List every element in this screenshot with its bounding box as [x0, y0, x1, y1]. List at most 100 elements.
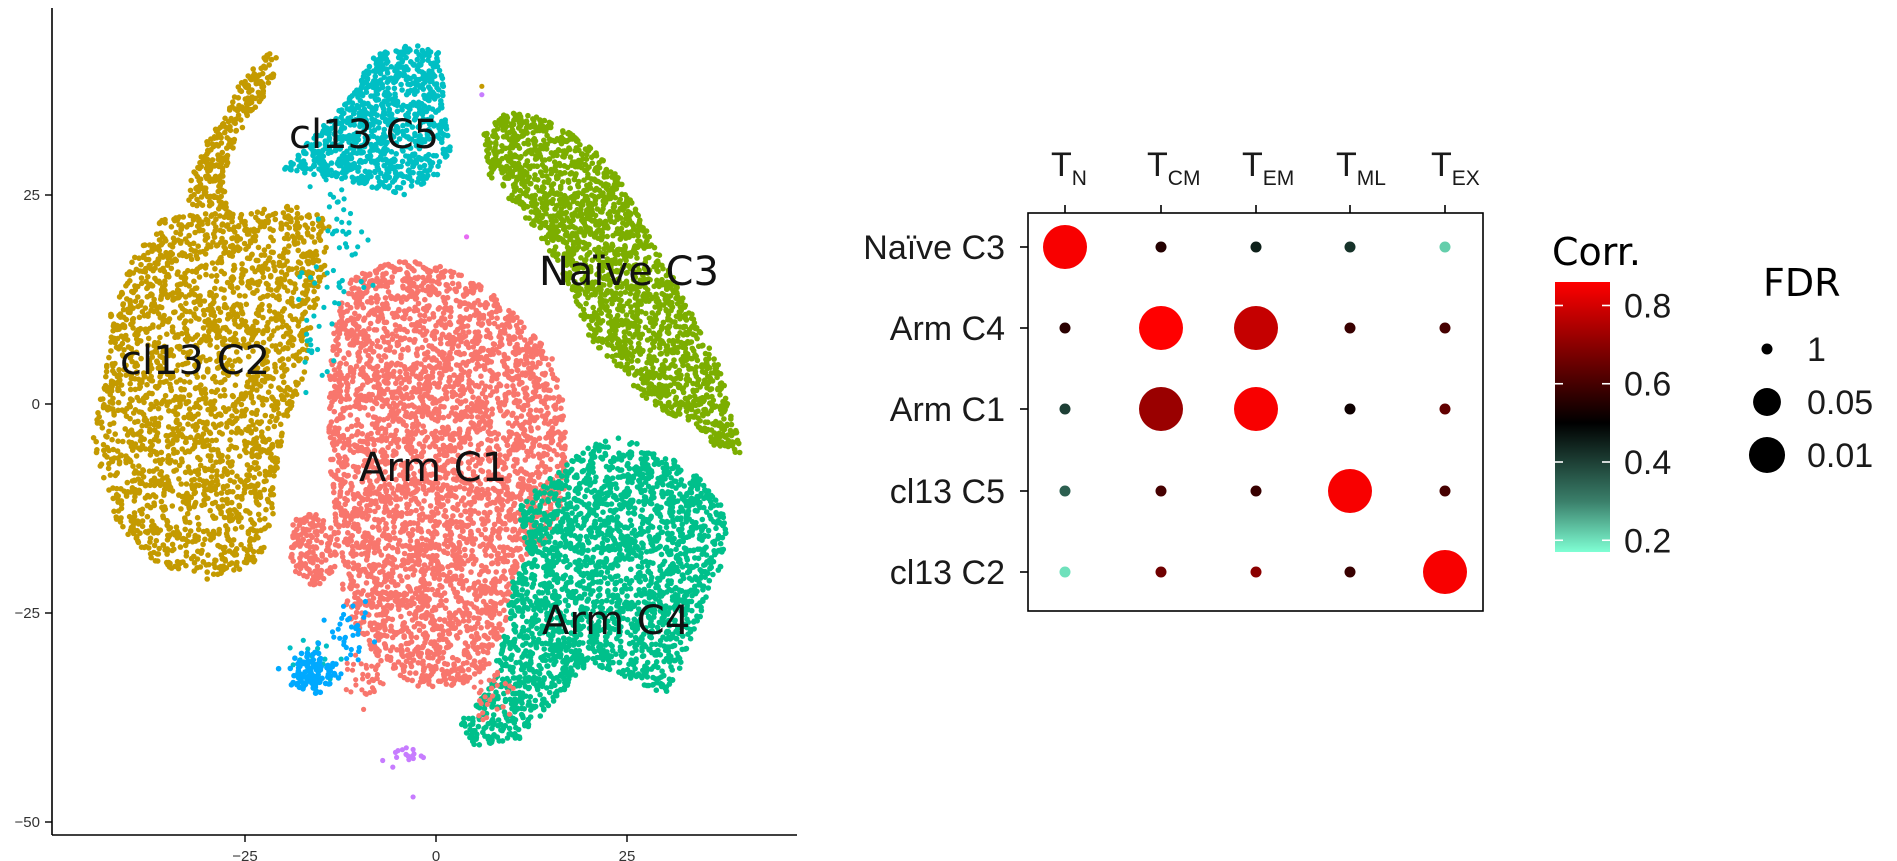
tsne-point — [230, 267, 237, 273]
tsne-point — [287, 386, 293, 393]
tsne-point — [138, 275, 145, 281]
tsne-point — [296, 349, 303, 355]
tsne-point — [179, 459, 185, 465]
tsne-point — [232, 106, 239, 112]
tsne-point — [271, 473, 277, 479]
tsne-point — [191, 313, 198, 319]
tsne-point — [268, 316, 275, 322]
tsne-point — [118, 501, 125, 508]
tsne-point — [293, 215, 300, 222]
tsne-point — [104, 388, 111, 394]
tsne-point — [438, 104, 444, 110]
tsne-point — [204, 162, 211, 169]
tsne-point — [590, 304, 596, 311]
tsne-point — [181, 386, 187, 393]
tsne-point — [170, 446, 177, 453]
tsne-point — [203, 400, 209, 407]
tsne-point — [221, 295, 227, 301]
tsne-point — [249, 251, 255, 258]
tsne-point — [375, 96, 382, 103]
tsne-point — [219, 497, 226, 503]
tsne-point — [135, 538, 141, 544]
tsne-point — [117, 314, 124, 320]
tsne-point — [613, 352, 619, 359]
tsne-point — [439, 130, 446, 137]
tsne-point — [254, 209, 261, 215]
tsne-point — [214, 478, 220, 484]
tsne-point — [106, 428, 112, 435]
tsne-point — [311, 171, 317, 178]
tsne-point — [110, 380, 117, 387]
tsne-point — [289, 342, 296, 349]
tsne-point — [138, 434, 144, 441]
tsne-point — [203, 562, 209, 568]
tsne-point — [171, 546, 177, 552]
tsne-point — [186, 283, 192, 289]
tsne-point — [270, 396, 276, 402]
tsne-point — [271, 423, 278, 430]
tsne-point — [214, 332, 221, 338]
tsne-point — [167, 384, 174, 391]
tsne-point — [328, 160, 335, 166]
tsne-point — [262, 220, 268, 227]
tsne-point — [583, 300, 589, 307]
tsne-point — [316, 223, 322, 229]
tsne-point — [189, 539, 196, 545]
tsne-point — [227, 477, 233, 484]
tsne-point — [110, 395, 116, 402]
tsne-point — [219, 503, 226, 510]
tsne-point — [121, 409, 128, 415]
tsne-point — [532, 172, 538, 178]
tsne-point — [283, 322, 290, 329]
tsne-point — [260, 88, 267, 94]
tsne-point — [251, 460, 258, 466]
tsne-point — [162, 547, 168, 553]
tsne-point — [272, 210, 279, 217]
tsne-point — [205, 149, 211, 155]
tsne-point — [202, 536, 208, 543]
tsne-point — [127, 302, 134, 309]
tsne-point — [203, 271, 209, 278]
tsne-point — [196, 439, 203, 446]
tsne-point — [222, 129, 228, 136]
tsne-point — [227, 105, 233, 111]
tsne-point — [400, 72, 407, 79]
tsne-point — [115, 508, 122, 514]
tsne-point — [266, 446, 273, 453]
tsne-point — [316, 274, 322, 281]
tsne-point — [253, 533, 260, 539]
tsne-point — [297, 260, 304, 267]
tsne-point — [165, 456, 171, 462]
tsne-point — [278, 223, 285, 230]
tsne-point — [218, 421, 224, 427]
tsne-point — [176, 281, 183, 288]
tsne-point — [101, 474, 107, 481]
tsne-point — [284, 258, 290, 265]
tsne-point — [401, 191, 408, 198]
tsne-point — [171, 468, 177, 474]
tsne-point — [278, 438, 285, 445]
tsne-point — [169, 324, 176, 330]
tsne-point — [186, 392, 192, 398]
tsne-point — [392, 101, 398, 108]
tsne-point — [279, 308, 286, 315]
tsne-point — [205, 495, 211, 502]
tsne-point — [267, 455, 274, 461]
tsne-point — [137, 325, 144, 332]
tsne-point — [277, 253, 283, 259]
tsne-point — [294, 167, 300, 174]
tsne-point — [134, 370, 140, 376]
tsne-point — [144, 381, 150, 388]
tsne-point — [214, 468, 220, 474]
tsne-point — [219, 453, 225, 459]
tsne-point — [245, 327, 251, 333]
tsne-point — [136, 397, 142, 404]
tsne-point — [261, 486, 268, 493]
tsne-point — [573, 171, 579, 177]
tsne-point — [262, 468, 269, 475]
tsne-point — [111, 508, 117, 515]
tsne-point — [299, 376, 305, 382]
tsne-point — [230, 99, 236, 105]
tsne-point — [397, 64, 404, 70]
tsne-point — [250, 290, 256, 296]
